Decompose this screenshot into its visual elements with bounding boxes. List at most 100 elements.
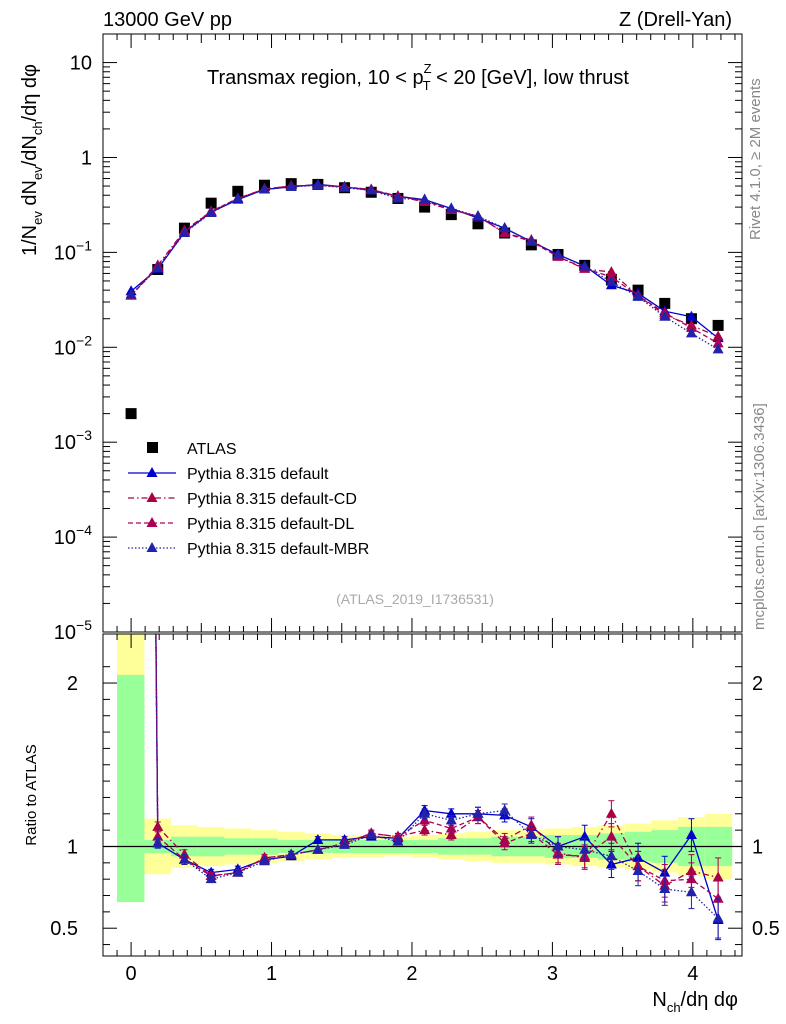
ratio-point-mbr bbox=[472, 807, 484, 818]
ratio-point-mbr bbox=[365, 829, 377, 840]
ratio-point-default bbox=[312, 833, 324, 844]
x-tick-label: 3 bbox=[547, 963, 558, 985]
header-left: 13000 GeV pp bbox=[103, 9, 232, 31]
ratio-point-mbr bbox=[525, 829, 537, 840]
point-mbr bbox=[712, 343, 724, 354]
point-atlas bbox=[472, 218, 484, 230]
ratio-y-label: Ratio to ATLAS bbox=[23, 744, 40, 845]
ratio-point-mbr bbox=[312, 843, 324, 854]
ratio-point-mbr bbox=[339, 838, 351, 849]
point-mbr bbox=[685, 327, 697, 338]
ratio-point-mbr bbox=[419, 807, 431, 818]
ratio-y-tick-label: 2 bbox=[67, 673, 78, 695]
ratio-y-tick-label: 0.5 bbox=[50, 918, 78, 940]
point-mbr bbox=[205, 206, 217, 217]
point-atlas bbox=[232, 185, 244, 197]
y-tick-label: 10−4 bbox=[54, 522, 92, 549]
ratio-point-mbr bbox=[632, 865, 644, 876]
ratio-y-tick-label-right: 0.5 bbox=[752, 918, 780, 940]
point-mbr bbox=[445, 202, 457, 213]
legend-label-dl: Pythia 8.315 default-DL bbox=[187, 516, 354, 533]
main-frame bbox=[102, 33, 743, 633]
point-mbr bbox=[178, 227, 190, 238]
ratio-line-default bbox=[155, 634, 719, 921]
ratio-point-mbr bbox=[712, 912, 724, 923]
ratio-point-dl bbox=[605, 830, 617, 841]
point-mbr bbox=[579, 260, 591, 271]
ratio-point-mbr bbox=[152, 837, 164, 848]
point-mbr bbox=[525, 235, 537, 246]
legend-label-mbr: Pythia 8.315 default-MBR bbox=[187, 541, 369, 558]
y-axis-label: 1/Nev dNev/dNch/dη dφ bbox=[19, 64, 45, 256]
ratio-point-cd bbox=[445, 829, 457, 840]
point-dl bbox=[685, 321, 697, 332]
point-mbr bbox=[339, 181, 351, 192]
ratio-point-mbr bbox=[579, 843, 591, 854]
x-tick-label: 0 bbox=[126, 963, 137, 985]
point-mbr bbox=[472, 210, 484, 221]
ratio-point-dl bbox=[419, 814, 431, 825]
legend-marker-mbr bbox=[146, 542, 158, 552]
ratio-point-mbr bbox=[259, 855, 271, 866]
point-mbr bbox=[152, 262, 164, 273]
point-mbr bbox=[285, 180, 297, 191]
y-tick-label: 10−5 bbox=[54, 617, 92, 644]
point-mbr bbox=[365, 184, 377, 195]
ratio-point-dl bbox=[499, 837, 511, 848]
y-tick-label: 1 bbox=[81, 147, 92, 169]
point-atlas bbox=[125, 408, 137, 420]
point-atlas bbox=[712, 319, 724, 331]
point-mbr bbox=[552, 248, 564, 259]
ratio-point-cd bbox=[419, 824, 431, 835]
ratio-frame bbox=[102, 633, 743, 957]
legend: ATLAS Pythia 8.315 default Pythia 8.315 de… bbox=[128, 441, 369, 558]
point-mbr bbox=[419, 193, 431, 204]
point-mbr bbox=[259, 183, 271, 194]
watermark: (ATLAS_2019_I1736531) bbox=[336, 591, 494, 607]
y-tick-label: 10−3 bbox=[54, 427, 92, 454]
point-mbr bbox=[312, 179, 324, 190]
ratio-point-mbr bbox=[232, 866, 244, 877]
point-mbr bbox=[125, 288, 137, 299]
ratio-point-mbr bbox=[178, 853, 190, 864]
legend-marker-dl bbox=[146, 517, 158, 527]
ratio-y-tick-label-right: 2 bbox=[752, 673, 763, 695]
x-tick-label: 4 bbox=[687, 963, 698, 985]
header-right: Z (Drell-Yan) bbox=[619, 9, 732, 31]
ratio-point-default bbox=[685, 829, 697, 840]
ratio-y-tick-label-right: 1 bbox=[752, 836, 763, 858]
ratio-point-mbr bbox=[552, 840, 564, 851]
point-default bbox=[685, 310, 697, 321]
ratio-point-dl bbox=[445, 822, 457, 833]
point-atlas bbox=[659, 297, 671, 309]
point-cd bbox=[712, 330, 724, 341]
ratio-point-cd bbox=[605, 807, 617, 818]
ratio-point-mbr bbox=[659, 882, 671, 893]
ratio-point-dl bbox=[712, 892, 724, 903]
point-atlas bbox=[205, 197, 217, 209]
ratio-point-mbr bbox=[285, 848, 297, 859]
main-title: Transmax region, 10 < pZ T < 20 [GeV], lo… bbox=[207, 61, 629, 93]
series-line-mbr bbox=[130, 184, 719, 350]
main-series-group bbox=[125, 178, 724, 420]
ratio-panel: 0.5 0.5 1 1 2 2 0 1 2 3 4 Ratio to ATLAS Nch/dη dφ bbox=[23, 633, 780, 1015]
point-mbr bbox=[392, 192, 404, 203]
legend-label-default: Pythia 8.315 default bbox=[187, 466, 329, 483]
y-tick-label: 10−2 bbox=[54, 332, 92, 359]
ratio-point-mbr bbox=[605, 850, 617, 861]
legend-label-atlas: ATLAS bbox=[187, 441, 237, 458]
y-tick-label: 10 bbox=[70, 53, 92, 75]
point-dl bbox=[712, 337, 724, 348]
ratio-point-mbr bbox=[205, 873, 217, 884]
ratio-line-mbr bbox=[155, 634, 719, 919]
point-mbr bbox=[232, 192, 244, 203]
main-panel: 10 1 10−1 10−2 10−3 10−4 10−5 Transmax region,… bbox=[19, 33, 743, 644]
x-axis-label: Nch/dη dφ bbox=[652, 989, 738, 1015]
point-mbr bbox=[605, 275, 617, 286]
ratio-point-mbr bbox=[499, 804, 511, 815]
point-atlas bbox=[445, 209, 457, 221]
ratio-point-mbr bbox=[685, 886, 697, 897]
x-tick-label: 1 bbox=[266, 963, 277, 985]
mcplots-label: mcplots.cern.ch [arXiv:1306.3436] bbox=[751, 403, 768, 630]
rivet-label: Rivet 4.1.0, ≥ 2M events bbox=[747, 78, 764, 240]
